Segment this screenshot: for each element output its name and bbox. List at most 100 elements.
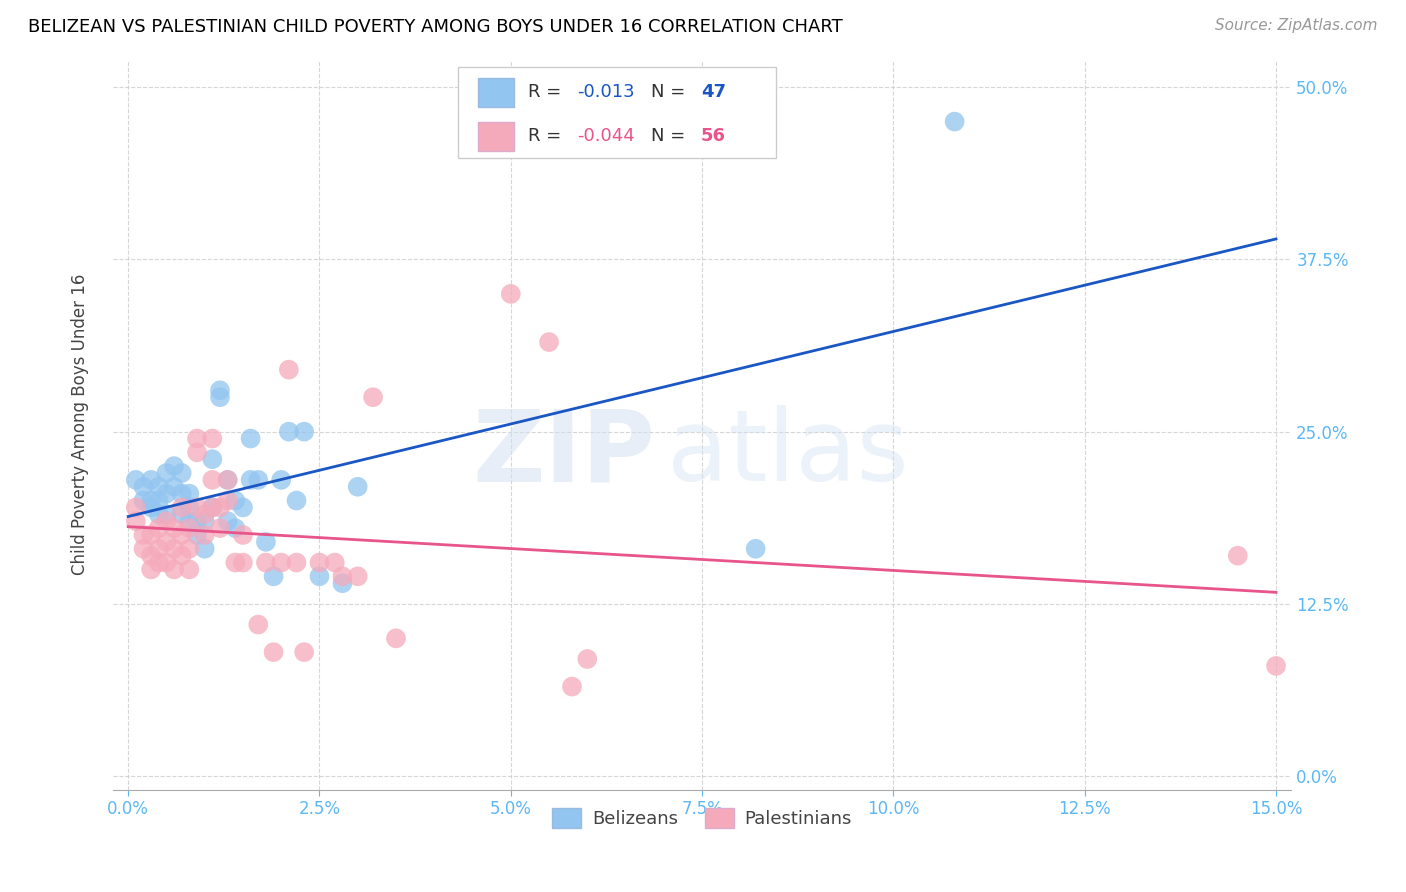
Text: -0.013: -0.013	[578, 84, 634, 102]
Point	[217, 473, 239, 487]
Text: N =: N =	[651, 84, 692, 102]
Point	[361, 390, 384, 404]
Point	[186, 445, 208, 459]
Point	[132, 541, 155, 556]
Text: R =: R =	[527, 128, 567, 145]
Point	[308, 556, 330, 570]
Point	[744, 541, 766, 556]
Point	[139, 528, 162, 542]
Point	[332, 576, 354, 591]
Point	[139, 493, 162, 508]
Point	[194, 528, 217, 542]
Point	[277, 425, 299, 439]
Point	[232, 528, 254, 542]
Point	[201, 473, 224, 487]
Point	[179, 562, 201, 576]
Text: 56: 56	[702, 128, 725, 145]
Point	[224, 493, 246, 508]
Point	[186, 528, 208, 542]
Point	[155, 508, 177, 522]
Point	[208, 384, 231, 398]
Point	[217, 493, 239, 508]
Point	[139, 549, 162, 563]
Point	[148, 541, 170, 556]
Point	[247, 473, 270, 487]
Point	[232, 556, 254, 570]
Point	[292, 645, 315, 659]
Text: ZIP: ZIP	[472, 406, 655, 502]
Point	[132, 480, 155, 494]
Y-axis label: Child Poverty Among Boys Under 16: Child Poverty Among Boys Under 16	[72, 274, 89, 575]
Point	[179, 541, 201, 556]
Point	[270, 556, 292, 570]
Point	[285, 556, 308, 570]
Point	[217, 514, 239, 528]
Point	[170, 508, 193, 522]
Point	[148, 508, 170, 522]
Bar	[478, 121, 513, 151]
Point	[346, 569, 368, 583]
Point	[148, 521, 170, 535]
Point	[208, 500, 231, 515]
Point	[254, 556, 277, 570]
Point	[201, 500, 224, 515]
Point	[148, 556, 170, 570]
Point	[208, 390, 231, 404]
Point	[239, 473, 262, 487]
Point	[232, 500, 254, 515]
Point	[170, 486, 193, 500]
Point	[170, 549, 193, 563]
Point	[263, 569, 285, 583]
Point	[170, 466, 193, 480]
Point	[132, 493, 155, 508]
Point	[201, 432, 224, 446]
Point	[170, 528, 193, 542]
Point	[1226, 549, 1249, 563]
Text: R =: R =	[527, 84, 567, 102]
Point	[277, 362, 299, 376]
Point	[179, 500, 201, 515]
Point	[179, 514, 201, 528]
Point	[201, 500, 224, 515]
Point	[125, 500, 148, 515]
Point	[186, 432, 208, 446]
Point	[247, 617, 270, 632]
Point	[224, 521, 246, 535]
Point	[155, 556, 177, 570]
Point	[208, 521, 231, 535]
FancyBboxPatch shape	[458, 67, 776, 158]
Point	[308, 569, 330, 583]
Bar	[478, 78, 513, 107]
Point	[270, 473, 292, 487]
Point	[194, 508, 217, 522]
Point	[385, 632, 408, 646]
Point	[170, 500, 193, 515]
Point	[239, 432, 262, 446]
Point	[163, 521, 186, 535]
Text: 47: 47	[702, 84, 725, 102]
Text: N =: N =	[651, 128, 692, 145]
Text: -0.044: -0.044	[578, 128, 636, 145]
Point	[217, 473, 239, 487]
Point	[224, 556, 246, 570]
Point	[155, 466, 177, 480]
Point	[285, 493, 308, 508]
Point	[194, 541, 217, 556]
Point	[263, 645, 285, 659]
Text: Source: ZipAtlas.com: Source: ZipAtlas.com	[1215, 18, 1378, 33]
Point	[125, 514, 148, 528]
Point	[139, 562, 162, 576]
Point	[132, 528, 155, 542]
Point	[292, 425, 315, 439]
Point	[186, 514, 208, 528]
Point	[186, 500, 208, 515]
Legend: Belizeans, Palestinians: Belizeans, Palestinians	[546, 800, 859, 836]
Point	[179, 521, 201, 535]
Point	[943, 114, 966, 128]
Point	[148, 493, 170, 508]
Point	[163, 459, 186, 474]
Point	[163, 480, 186, 494]
Point	[155, 514, 177, 528]
Point	[155, 486, 177, 500]
Point	[254, 534, 277, 549]
